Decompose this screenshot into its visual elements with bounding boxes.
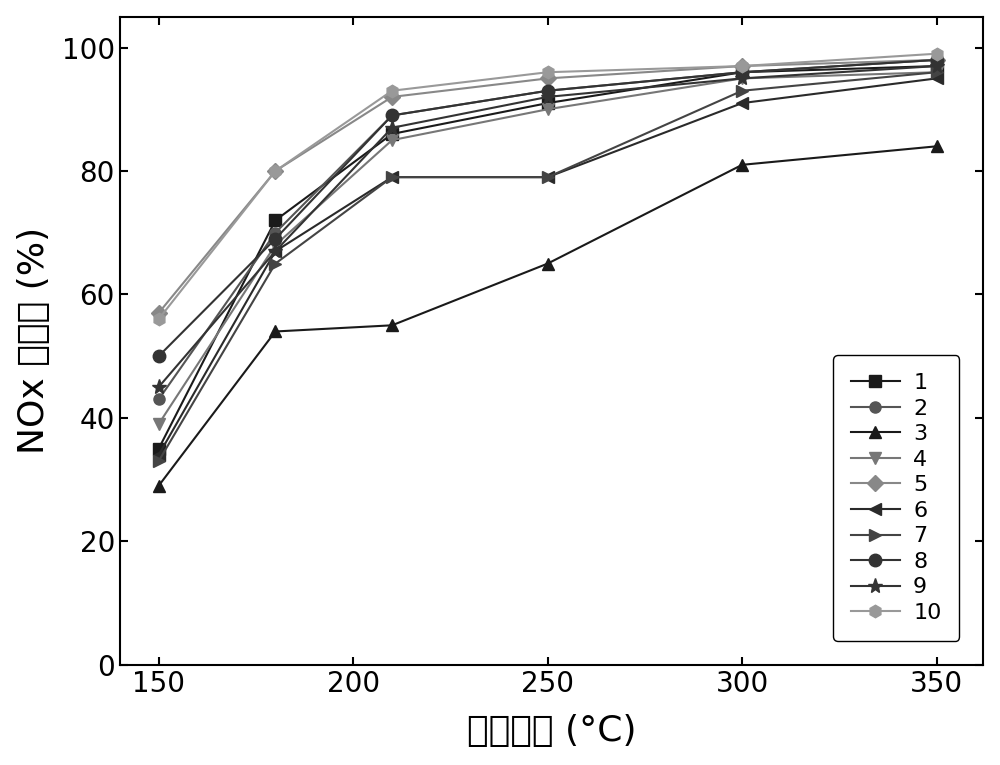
8: [269, 234, 281, 243]
X-axis label: 反应温度 (°C): 反应温度 (°C): [467, 715, 636, 748]
Line: 3: 3: [153, 141, 942, 491]
5: [542, 73, 554, 83]
Line: 10: 10: [152, 47, 943, 325]
4: [931, 67, 943, 76]
7: [931, 67, 943, 76]
3: [931, 142, 943, 151]
Line: 2: 2: [153, 54, 942, 405]
8: [931, 55, 943, 64]
9: [153, 382, 165, 392]
1: [386, 129, 398, 138]
3: [542, 259, 554, 269]
7: [736, 86, 748, 96]
Line: 8: 8: [152, 54, 943, 363]
2: [931, 55, 943, 64]
2: [269, 228, 281, 237]
Legend: 1, 2, 3, 4, 5, 6, 7, 8, 9, 10: 1, 2, 3, 4, 5, 6, 7, 8, 9, 10: [833, 355, 959, 641]
9: [269, 246, 281, 256]
5: [269, 167, 281, 176]
9: [931, 61, 943, 70]
10: [736, 61, 748, 70]
7: [542, 173, 554, 182]
6: [386, 173, 398, 182]
3: [386, 321, 398, 330]
Line: 4: 4: [153, 67, 942, 430]
8: [386, 111, 398, 120]
5: [153, 308, 165, 317]
10: [153, 314, 165, 324]
1: [269, 216, 281, 225]
2: [153, 395, 165, 404]
7: [386, 173, 398, 182]
10: [269, 167, 281, 176]
Line: 5: 5: [153, 54, 942, 318]
8: [736, 67, 748, 76]
1: [931, 61, 943, 70]
4: [153, 419, 165, 428]
8: [153, 352, 165, 361]
9: [542, 93, 554, 102]
6: [542, 173, 554, 182]
3: [153, 481, 165, 490]
8: [542, 86, 554, 96]
Line: 7: 7: [153, 67, 942, 467]
5: [931, 55, 943, 64]
9: [736, 73, 748, 83]
6: [736, 99, 748, 108]
Line: 9: 9: [151, 58, 944, 395]
10: [386, 86, 398, 96]
2: [542, 86, 554, 96]
1: [736, 67, 748, 76]
4: [269, 240, 281, 249]
2: [386, 111, 398, 120]
Line: 1: 1: [153, 60, 942, 454]
1: [542, 99, 554, 108]
Y-axis label: NOx 转化率 (%): NOx 转化率 (%): [17, 227, 51, 454]
6: [931, 73, 943, 83]
4: [386, 135, 398, 145]
7: [153, 457, 165, 466]
10: [542, 67, 554, 76]
4: [736, 73, 748, 83]
6: [153, 451, 165, 460]
6: [269, 246, 281, 256]
Line: 6: 6: [153, 73, 942, 461]
7: [269, 259, 281, 269]
5: [736, 61, 748, 70]
3: [736, 160, 748, 169]
5: [386, 93, 398, 102]
4: [542, 105, 554, 114]
1: [153, 444, 165, 454]
3: [269, 327, 281, 336]
10: [931, 49, 943, 58]
2: [736, 67, 748, 76]
9: [386, 123, 398, 132]
